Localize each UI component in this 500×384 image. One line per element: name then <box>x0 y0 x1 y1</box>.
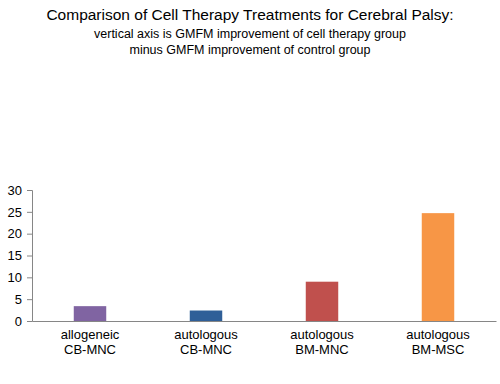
y-tick-label: 25 <box>8 204 22 219</box>
x-tick-label: allogeneicCB-MNC <box>61 327 120 358</box>
y-axis: 0 5 10 15 20 25 30 <box>8 183 33 329</box>
x-tick-label-line: CB-MNC <box>64 342 116 357</box>
x-tick-label-line: BM-MSC <box>412 342 465 357</box>
x-tick-label: autologousCB-MNC <box>174 327 238 358</box>
plot: 051015202530allogeneicCB-MNCautologousCB… <box>8 183 497 357</box>
y-tick-label: 15 <box>8 248 22 263</box>
y-axis-line <box>27 191 33 322</box>
y-tick: 20 <box>8 226 32 241</box>
title: Comparison of Cell Therapy Treatments fo… <box>46 6 453 23</box>
y-tick: 15 <box>8 248 32 263</box>
y-tick-label: 5 <box>15 292 22 307</box>
x-tick: autologousBM-MSC <box>406 321 470 357</box>
y-tick-mark <box>27 190 32 191</box>
x-tick: autologousBM-MNC <box>290 321 354 357</box>
y-tick-mark <box>27 299 32 300</box>
bar <box>74 306 106 321</box>
y-tick-label: 30 <box>8 183 22 198</box>
subtitle: minus GMFM improvement of control group <box>129 43 370 57</box>
y-tick: 0 <box>15 314 32 329</box>
y-tick: 5 <box>15 292 32 307</box>
y-tick-label: 20 <box>8 226 22 241</box>
x-tick-label-line: CB-MNC <box>180 342 232 357</box>
y-tick: 25 <box>8 204 32 219</box>
y-tick: 10 <box>8 270 32 285</box>
bar <box>306 282 338 321</box>
x-tick: autologousCB-MNC <box>174 321 238 357</box>
y-tick-mark <box>27 234 32 235</box>
x-tick-label-line: allogeneic <box>61 327 120 342</box>
chart: Comparison of Cell Therapy Treatments fo… <box>0 0 500 384</box>
x-axis: allogeneicCB-MNCautologousCB-MNCautologo… <box>33 321 497 357</box>
y-tick-mark <box>27 321 32 322</box>
x-tick-label-line: BM-MNC <box>295 342 348 357</box>
x-tick-label-line: autologous <box>290 327 354 342</box>
y-tick-mark <box>27 256 32 257</box>
bar <box>190 311 222 321</box>
y-tick-mark <box>27 212 32 213</box>
y-tick-label: 10 <box>8 270 22 285</box>
x-tick-label-line: autologous <box>174 327 238 342</box>
subtitle: vertical axis is GMFM improvement of cel… <box>94 27 406 41</box>
y-tick-mark <box>27 277 32 278</box>
x-tick: allogeneicCB-MNC <box>61 321 120 357</box>
x-tick-label-line: autologous <box>406 327 470 342</box>
bars <box>74 213 454 321</box>
y-tick: 30 <box>8 183 32 198</box>
bar <box>422 213 454 321</box>
x-axis-line <box>33 321 497 322</box>
x-tick-label: autologousBM-MSC <box>406 327 470 358</box>
y-tick-label: 0 <box>15 314 22 329</box>
x-tick-label: autologousBM-MNC <box>290 327 354 358</box>
